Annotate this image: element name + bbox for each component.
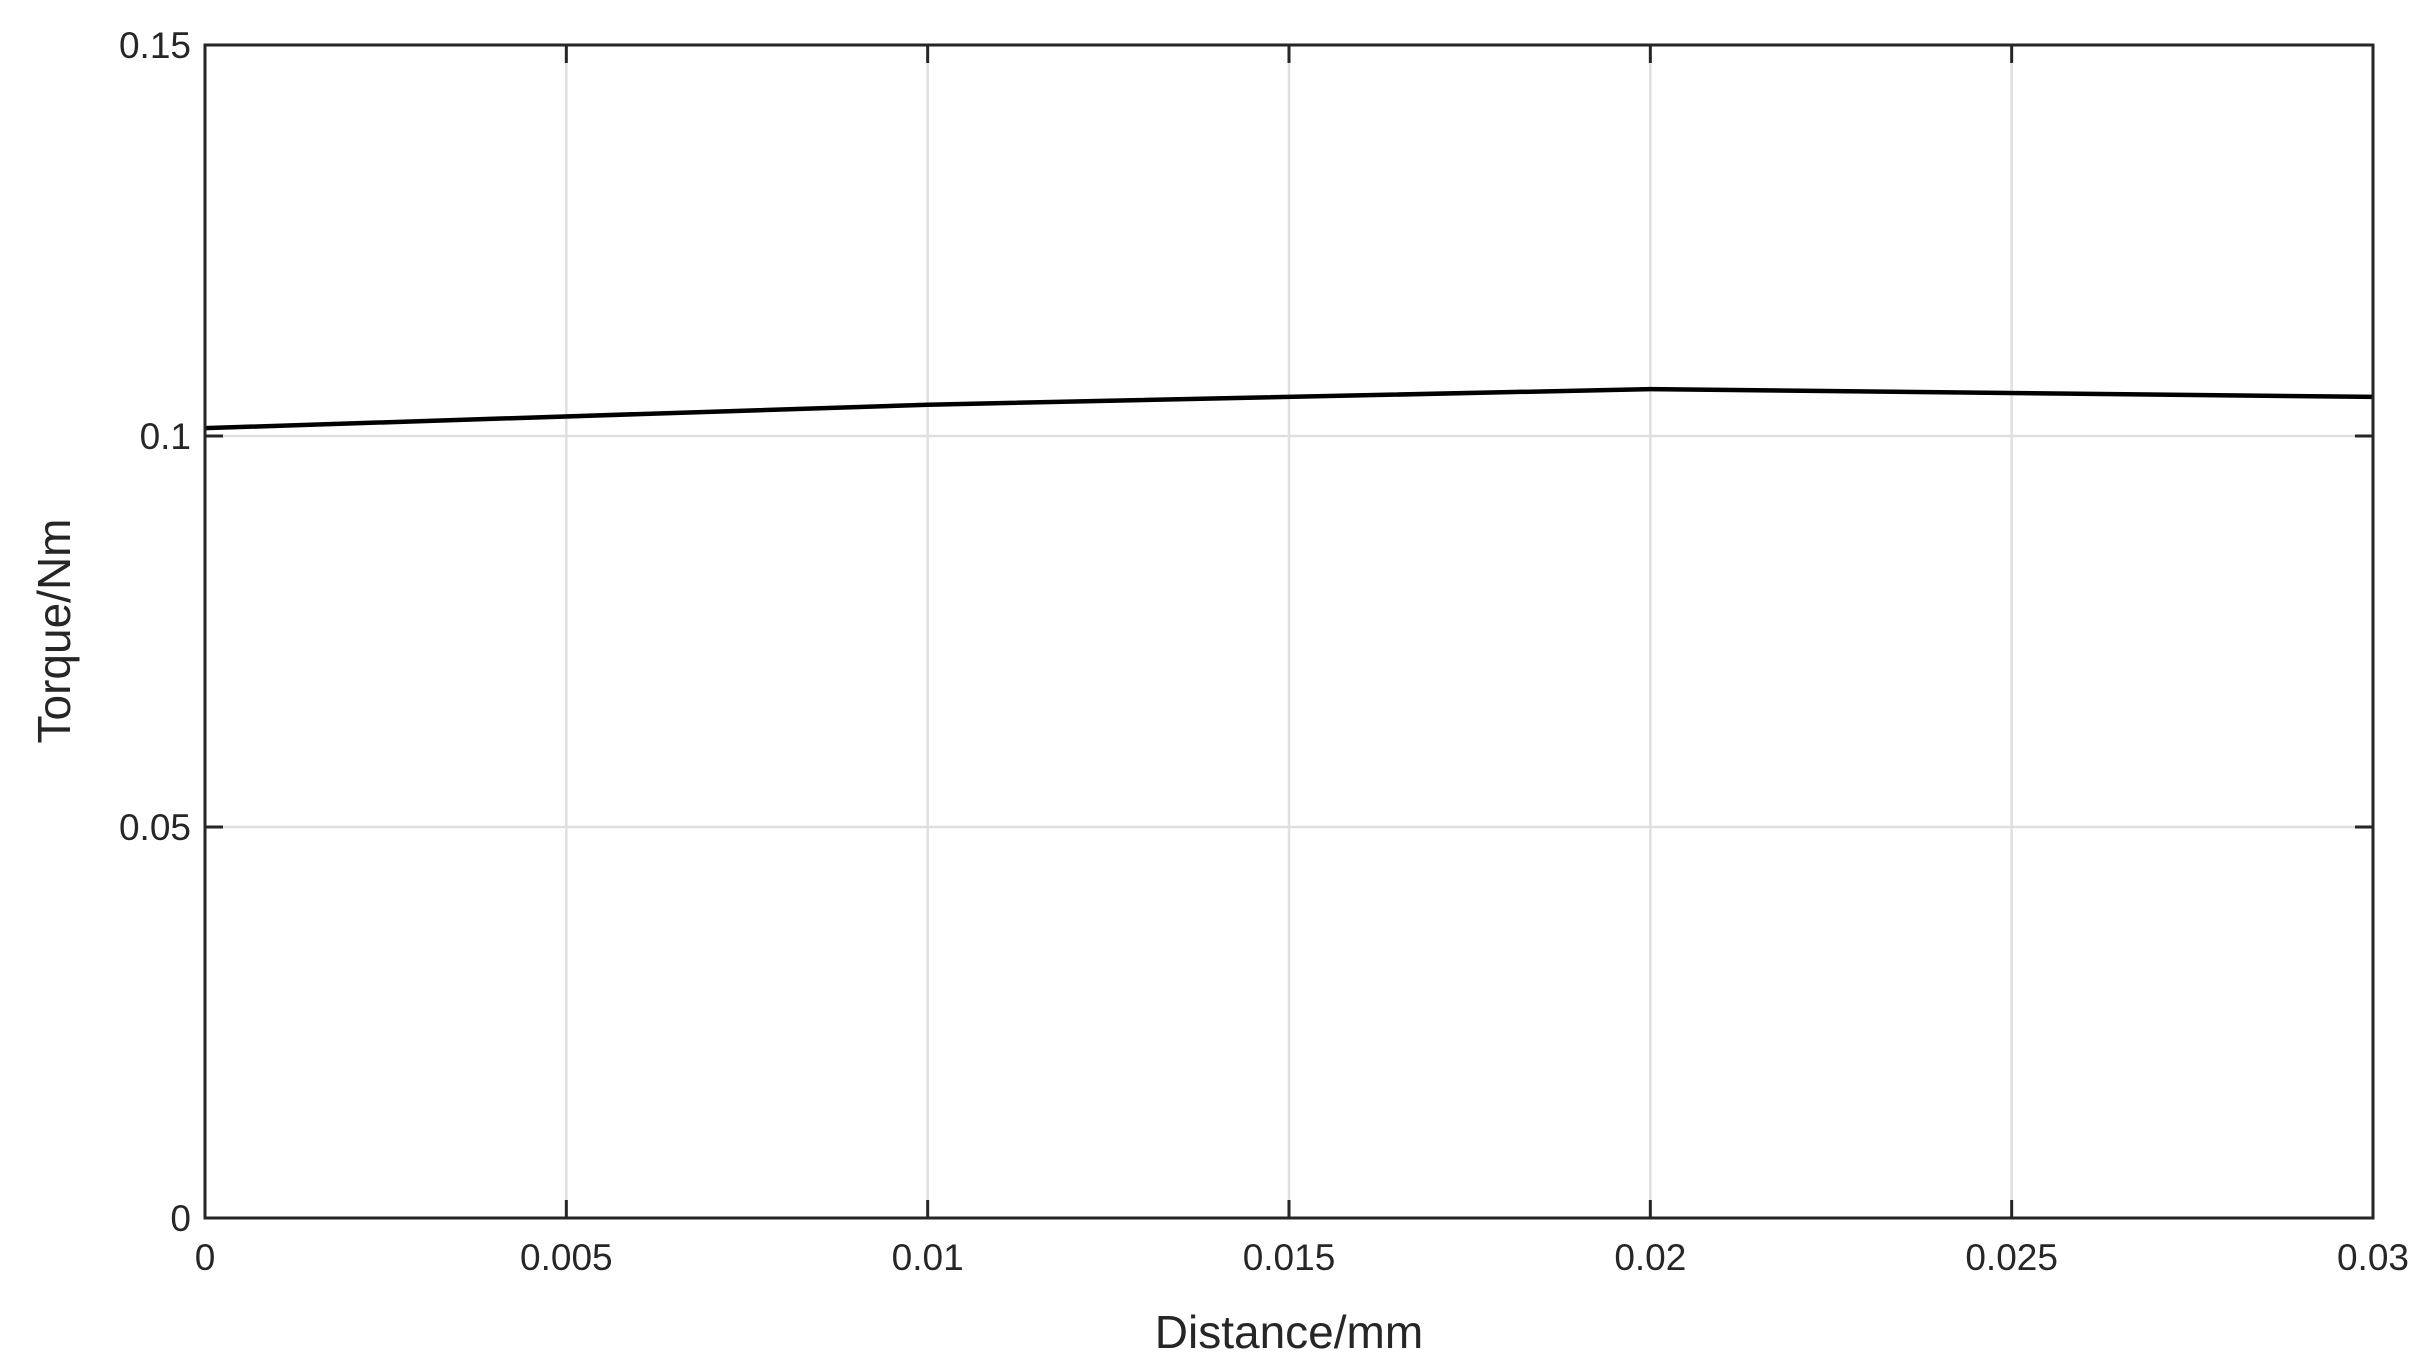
y-tick-label: 0 xyxy=(170,1198,191,1239)
x-tick-label: 0.015 xyxy=(1243,1237,1336,1278)
y-tick-label: 0.1 xyxy=(140,416,191,457)
x-tick-label: 0.005 xyxy=(520,1237,613,1278)
y-axis-label: Torque/Nm xyxy=(28,519,80,744)
x-tick-label: 0 xyxy=(195,1237,216,1278)
x-tick-label: 0.025 xyxy=(1965,1237,2058,1278)
x-tick-label: 0.03 xyxy=(2337,1237,2409,1278)
y-tick-labels: 0 0.05 0.1 0.15 xyxy=(119,25,191,1239)
x-tick-label: 0.01 xyxy=(892,1237,964,1278)
x-tick-labels: 0 0.005 0.01 0.015 0.02 0.025 0.03 xyxy=(195,1237,2409,1278)
x-tick-label: 0.02 xyxy=(1614,1237,1686,1278)
series-line xyxy=(204,386,2374,431)
grid xyxy=(205,45,2373,1218)
y-tick-label: 0.05 xyxy=(119,807,191,848)
x-axis-label: Distance/mm xyxy=(1155,1306,1423,1358)
ticks xyxy=(203,43,2375,1220)
y-tick-label: 0.15 xyxy=(119,25,191,66)
